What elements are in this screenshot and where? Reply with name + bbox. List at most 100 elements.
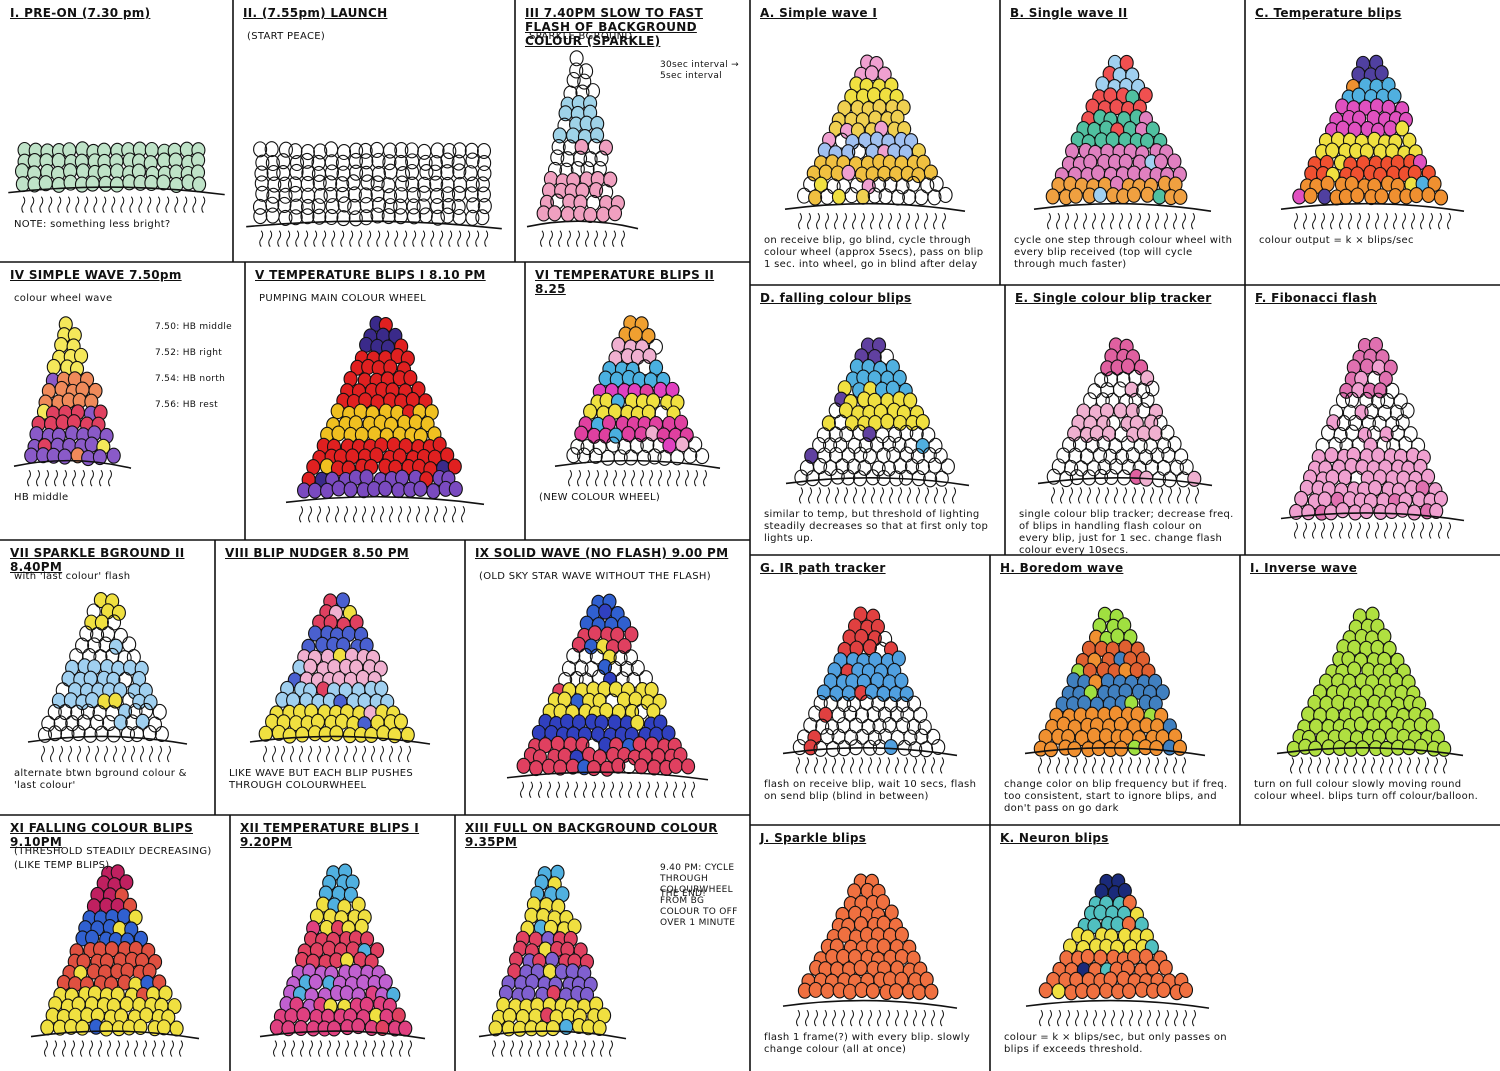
sketch-blip (583, 151, 598, 168)
sketch-blip (794, 469, 809, 486)
sketch-blip (370, 207, 385, 224)
sketch-squiggle (1156, 1009, 1160, 1027)
sketch-blip (858, 437, 873, 454)
sketch-blip (253, 141, 268, 158)
sketch-blip (192, 176, 207, 193)
sketch-blip (266, 187, 281, 204)
sketch-blip (476, 142, 492, 160)
sketch-blip (301, 165, 316, 182)
sketch-blip (154, 725, 169, 743)
panel-subtitle: SPARKLE BGROUND (529, 31, 633, 42)
sketch-squiggle (1039, 1009, 1043, 1027)
sketch-blip (265, 207, 280, 224)
sketch-blip (1395, 414, 1410, 431)
sketch-squiggle (834, 212, 838, 230)
sketch-blip (60, 725, 75, 742)
sketch-squiggle (385, 230, 390, 247)
sketch-squiggle (1303, 522, 1307, 539)
sketch-blip (1374, 65, 1389, 82)
sketch-squiggle (286, 230, 291, 247)
sketch-blip (1167, 153, 1182, 170)
panel-title: II. (7.55pm) LAUNCH (243, 6, 388, 20)
sketch-squiggle (36, 469, 40, 487)
sketch-squiggle (81, 469, 85, 487)
sketch-blip (266, 164, 281, 182)
sketch-blip (416, 198, 431, 215)
sketch-squiggle (592, 781, 596, 799)
sketch-blip (346, 174, 361, 191)
sketch-squiggle (546, 1040, 550, 1057)
sketch-squiggle (291, 1040, 295, 1057)
sketch-squiggle (1164, 757, 1168, 774)
sketch-blip (681, 758, 696, 775)
sketch-blip (430, 209, 445, 226)
sketch-squiggle (814, 1009, 818, 1027)
sketch-squiggle (44, 1040, 48, 1057)
sketch-squiggle (1123, 487, 1127, 504)
sketch-squiggle (1047, 757, 1051, 774)
sketch-blip (400, 726, 415, 743)
sketch-squiggle (942, 212, 946, 230)
sketch-squiggle (859, 757, 863, 774)
sketch-squiggle (886, 757, 890, 774)
panel-caption: LIKE WAVE BUT EACH BLIP PUSHES THROUGH C… (229, 768, 414, 791)
sketch-ground (782, 999, 958, 1009)
sketch-squiggle (1290, 757, 1294, 774)
sketch-blip (1122, 982, 1137, 1000)
sketch-blip (1173, 188, 1188, 205)
sketch-blip (109, 176, 124, 193)
sketch-blip (895, 717, 911, 734)
sketch-blip (113, 714, 128, 731)
sketch-squiggle (922, 1009, 926, 1027)
sketch-squiggle (116, 1040, 120, 1057)
sketch-blip (323, 186, 338, 204)
sketch-blip (842, 983, 858, 1000)
sketch-blip (403, 369, 418, 386)
sketch-blip (382, 154, 397, 171)
panel-caption: (NEW COLOUR WHEEL) (539, 492, 661, 504)
sketch-squiggle (1438, 522, 1442, 539)
sketch-squiggle (889, 487, 893, 504)
sketch-blip (1301, 504, 1316, 521)
sketch-blip (895, 178, 910, 195)
sketch-squiggle (1132, 487, 1136, 504)
sketch-blip (1051, 458, 1066, 475)
sketch-blip (841, 164, 856, 181)
sketch-squiggle (814, 757, 818, 774)
sketch-blip (404, 163, 420, 181)
sketch-blip (1149, 740, 1164, 757)
sketch-blip (417, 176, 432, 193)
sketch-blip (1121, 458, 1136, 476)
sketch-blip (405, 176, 420, 193)
sketch-squiggle (943, 487, 947, 504)
sketch-blip (934, 470, 949, 487)
sketch-squiggle (796, 1009, 800, 1027)
sketch-squiggle (93, 196, 98, 213)
sketch-squiggle (1119, 757, 1123, 774)
sketch-blip (1169, 459, 1184, 476)
sketch-squiggle (353, 506, 357, 523)
sketch-squiggle (1447, 212, 1451, 230)
sketch-blip (833, 437, 848, 454)
sketch-blip (906, 695, 922, 712)
panel-caption: flash 1 frame(?) with every blip. slowly… (764, 1032, 971, 1056)
sketch-squiggle (510, 1040, 514, 1057)
sketch-blip (820, 728, 835, 745)
sketch-squiggle (835, 487, 839, 504)
panel-caption: similar to temp, but threshold of lighti… (764, 509, 989, 545)
sketch-squiggle (646, 781, 650, 799)
sketch-squiggle (304, 230, 309, 247)
sketch-squiggle (492, 1040, 496, 1057)
sketch-blip (475, 209, 490, 226)
sketch-blip (324, 154, 339, 171)
sketch-blip (47, 725, 63, 742)
sketch-squiggle (407, 745, 411, 763)
sketch-squiggle (149, 745, 153, 763)
sketch-blip (106, 614, 122, 631)
sketch-blip (441, 198, 456, 215)
sketch-blip (255, 154, 270, 171)
sketch-squiggle (30, 196, 35, 213)
panel-title: B. Single wave II (1010, 6, 1128, 20)
sketch-blip (339, 985, 354, 1002)
sketch-squiggle (27, 469, 31, 487)
